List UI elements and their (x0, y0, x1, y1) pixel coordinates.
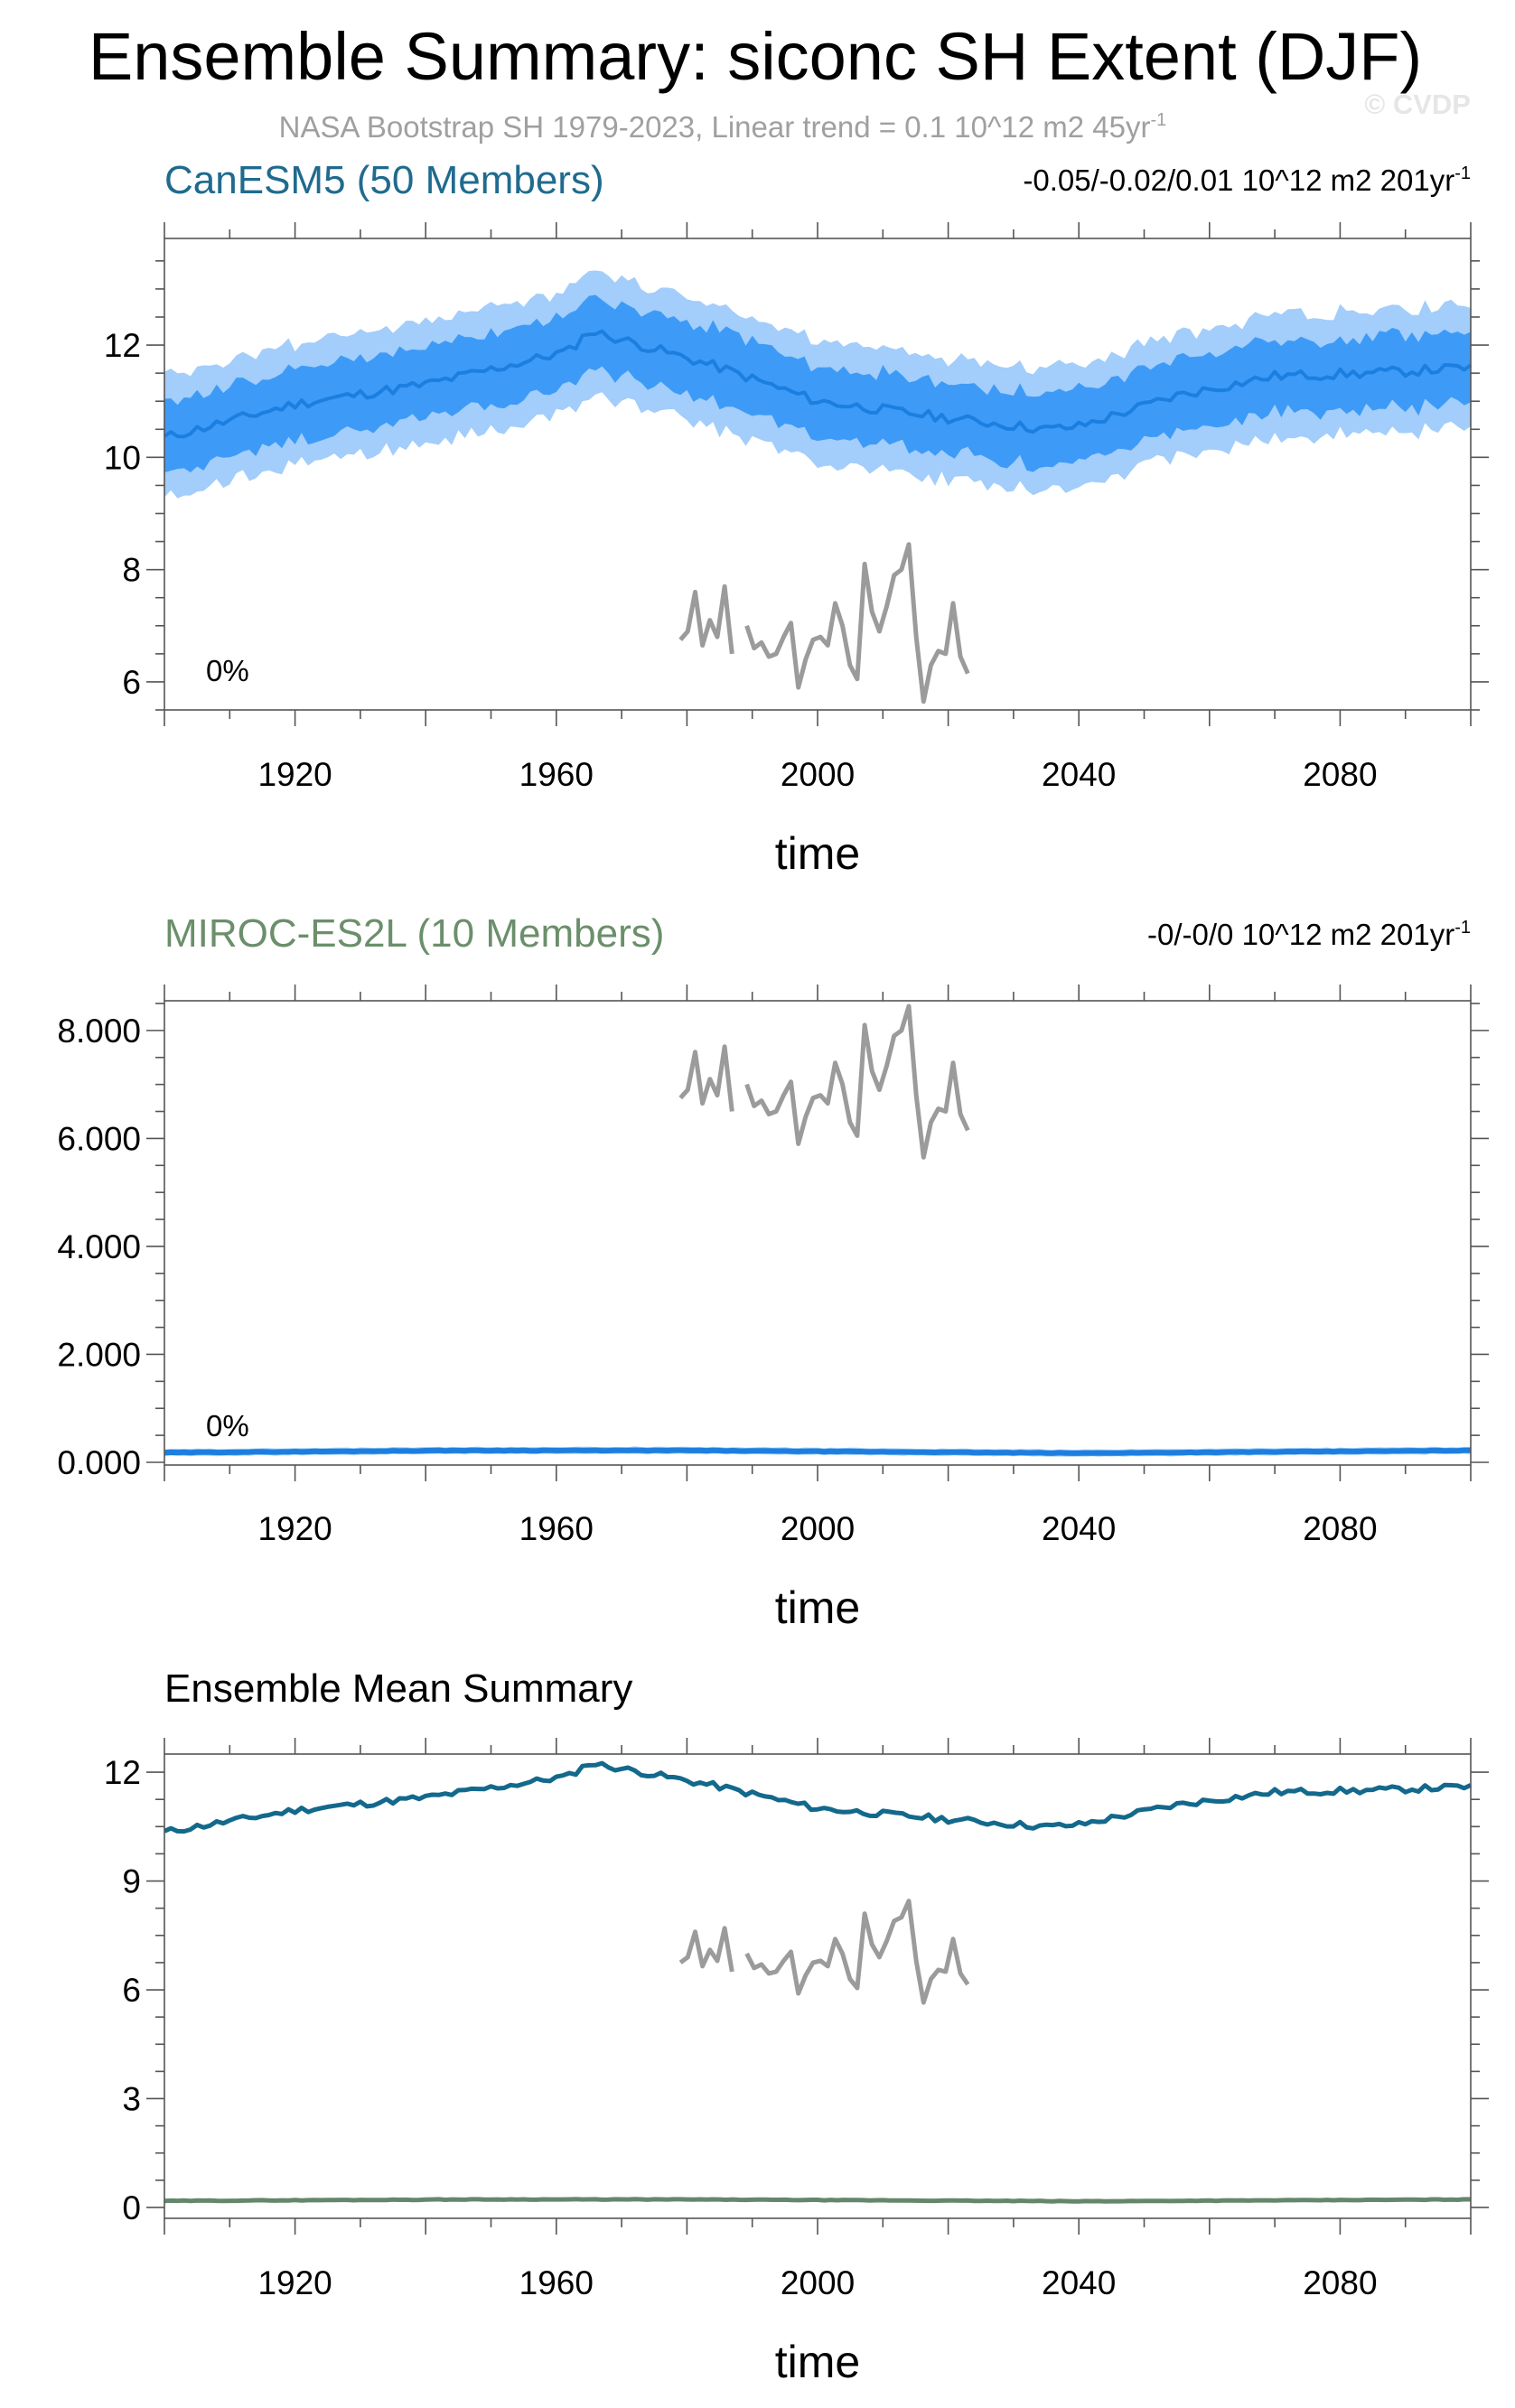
panel-miroc-x-axis-label: time (775, 1582, 860, 1633)
panel-miroc-percent-label: 0% (206, 1409, 249, 1442)
y-tick-label: 6.000 (57, 1120, 141, 1157)
panel-miroc-trend-superscript: -1 (1454, 918, 1471, 938)
x-tick-label: 2000 (781, 1510, 855, 1547)
y-tick-label: 3 (122, 2080, 141, 2117)
panel-ensemble-mean-plot-area (164, 1760, 1473, 2204)
panel-ensemble-mean: Ensemble Mean Summary 1920 1960 2000 2040 20… (104, 1666, 1489, 2387)
x-tick-label: 2000 (781, 756, 855, 793)
panel-canesm5-x-axis-label: time (775, 828, 860, 879)
y-tick-label: 12 (104, 1754, 141, 1791)
y-tick-label: 0 (122, 2189, 141, 2226)
ensemble-mean-line (164, 1447, 1472, 1456)
panel-miroc-title: MIROC-ES2L (10 Members) (164, 911, 664, 956)
y-tick-label: 9 (122, 1863, 141, 1900)
x-tick-label: 1960 (519, 1510, 594, 1547)
panel-ensemble-mean-title: Ensemble Mean Summary (164, 1666, 632, 1711)
panel-miroc-plot-area (164, 1003, 1472, 1457)
observations-line (678, 583, 734, 655)
x-tick-label: 2040 (1042, 1510, 1116, 1547)
ensemble-inner-band (164, 294, 1471, 472)
panel-miroc-frame (164, 1000, 1472, 1466)
x-tick-label: 1960 (519, 2264, 594, 2301)
panel-canesm5-trend-superscript: -1 (1454, 163, 1471, 183)
canesm5-mean-line (164, 1760, 1473, 1834)
observations-line (678, 1044, 734, 1112)
y-tick-label: 10 (104, 439, 141, 476)
figure-title: Ensemble Summary: siconc SH Extent (DJF) (89, 19, 1422, 94)
y-tick-label: 8 (122, 552, 141, 589)
panel-canesm5-trend: -0.05/-0.02/0.01 10^12 m2 201yr-1 (1023, 163, 1471, 197)
y-tick-label: 4.000 (57, 1228, 141, 1265)
watermark: © CVDP (1364, 89, 1471, 120)
observations-line (678, 1926, 734, 1973)
x-tick-label: 1920 (257, 1510, 332, 1547)
x-tick-label: 2040 (1042, 756, 1116, 793)
y-tick-label: 0.000 (57, 1444, 141, 1481)
subtitle-text: NASA Bootstrap SH 1979-2023, Linear tren… (279, 110, 1151, 144)
x-tick-label: 2080 (1303, 756, 1377, 793)
panel-miroc-trend: -0/-0/0 10^12 m2 201yr-1 (1147, 918, 1471, 951)
x-tick-label: 1920 (257, 2264, 332, 2301)
panel-canesm5-plot-area (163, 270, 1473, 705)
observations-line (744, 542, 970, 705)
x-tick-label: 1920 (257, 756, 332, 793)
panel-canesm5-title: CanESM5 (50 Members) (164, 158, 604, 202)
y-tick-label: 6 (122, 664, 141, 701)
panel-canesm5-axes: 1920 1960 2000 2040 2080 6 8 10 12 (104, 222, 1489, 793)
miroc-mean-line (164, 2197, 1472, 2204)
panel-canesm5: CanESM5 (50 Members) -0.05/-0.02/0.01 10… (104, 158, 1489, 879)
y-tick-label: 8.000 (57, 1013, 141, 1050)
panel-canesm5-percent-label: 0% (206, 654, 249, 687)
panel-miroc-trend-text: -0/-0/0 10^12 m2 201yr (1147, 918, 1454, 951)
subtitle-superscript: -1 (1151, 110, 1167, 130)
x-tick-label: 2000 (781, 2264, 855, 2301)
panel-canesm5-trend-text: -0.05/-0.02/0.01 10^12 m2 201yr (1023, 163, 1454, 197)
panel-miroc-axes: 1920 1960 2000 2040 2080 0.000 2.000 4.000 6.000… (57, 985, 1489, 1547)
x-tick-label: 2040 (1042, 2264, 1116, 2301)
observations-line (744, 1899, 970, 2005)
y-tick-label: 6 (122, 1972, 141, 2009)
panel-miroc: MIROC-ES2L (10 Members) -0/-0/0 10^12 m2… (57, 911, 1489, 1633)
panel-ensemble-mean-frame (164, 1753, 1472, 2219)
y-tick-label: 2.000 (57, 1336, 141, 1373)
panel-ensemble-mean-x-axis-label: time (775, 2337, 860, 2387)
y-tick-label: 12 (104, 327, 141, 364)
figure-subtitle: NASA Bootstrap SH 1979-2023, Linear tren… (279, 110, 1167, 144)
ensemble-mean-line (163, 329, 1473, 439)
x-tick-label: 1960 (519, 756, 594, 793)
x-tick-label: 2080 (1303, 2264, 1377, 2301)
observations-line (744, 1003, 970, 1160)
x-tick-label: 2080 (1303, 1510, 1377, 1547)
panel-ensemble-mean-axes: 1920 1960 2000 2040 2080 0 3 6 9 12 (104, 1738, 1489, 2301)
